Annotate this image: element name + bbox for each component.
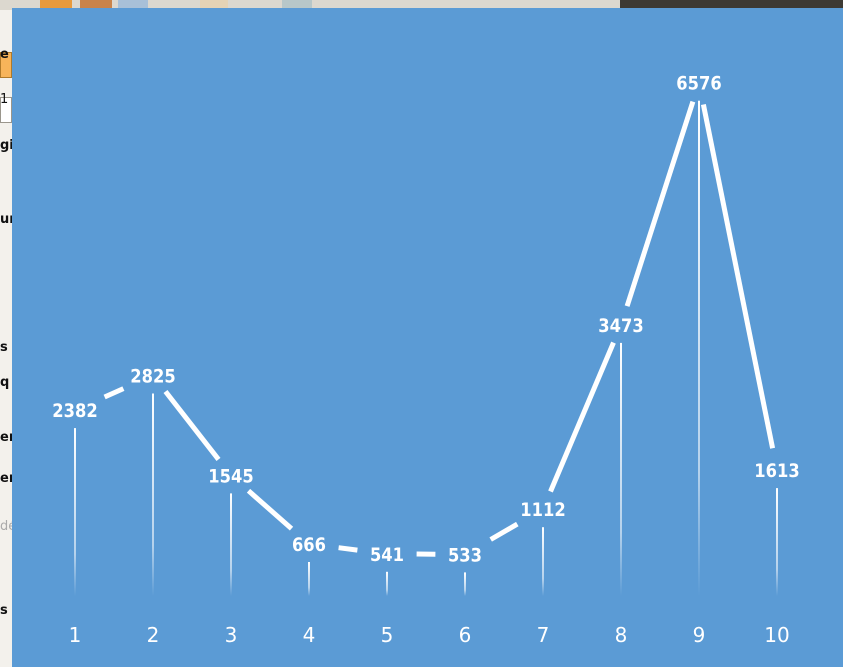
- background-text-fragment: q: [0, 375, 10, 390]
- background-text-fragment: s: [0, 603, 8, 618]
- x-tick-label-1: 1: [69, 623, 82, 647]
- drop-line-1: [74, 428, 76, 596]
- x-tick-label-6: 6: [459, 623, 472, 647]
- background-thumbnail: [80, 0, 112, 10]
- background-text-fragment: s: [0, 340, 8, 355]
- x-tick-label-8: 8: [615, 623, 628, 647]
- background-window-image-strip: [620, 0, 843, 10]
- drop-line-7: [542, 527, 544, 596]
- data-label-3: 1545: [208, 466, 253, 487]
- x-tick-label-3: 3: [225, 623, 238, 647]
- line-segment-9-10: [700, 104, 776, 449]
- drop-line-10: [776, 488, 778, 596]
- x-tick-label-4: 4: [303, 623, 316, 647]
- data-label-9: 6576: [676, 74, 721, 95]
- drop-line-3: [230, 493, 232, 596]
- data-labels: 2382 2825 1545 666 541 533 1112 3473 6576 1613: [52, 74, 799, 567]
- drop-line-9: [698, 100, 700, 596]
- drop-line-6: [464, 572, 466, 596]
- line-segment-7-8: [548, 341, 616, 493]
- background-tab: [0, 52, 12, 78]
- data-label-2: 2825: [130, 366, 175, 387]
- drop-line-4: [308, 562, 310, 596]
- x-tick-label-9: 9: [693, 623, 706, 647]
- background-input: [0, 97, 12, 123]
- data-label-4: 666: [292, 535, 326, 556]
- drop-line-5: [386, 571, 388, 596]
- background-window-toolbar: [0, 0, 843, 10]
- background-text-fragment: gi: [0, 138, 14, 153]
- line-segment-1-2: [103, 386, 125, 400]
- data-label-1: 2382: [52, 401, 97, 422]
- line-segment-2-3: [163, 389, 221, 461]
- data-label-10: 1613: [754, 461, 799, 482]
- line-segment-6-7: [489, 521, 519, 542]
- series-line: [103, 100, 776, 557]
- data-label-6: 533: [448, 545, 482, 566]
- drop-line-8: [620, 342, 622, 596]
- data-label-8: 3473: [598, 316, 643, 337]
- background-text-fragment: 1: [0, 92, 9, 107]
- data-label-5: 541: [370, 545, 404, 566]
- x-axis-tick-labels: 1 2 3 4 5 6 7 8 9 10: [69, 623, 790, 647]
- line-segment-8-9: [624, 100, 696, 307]
- x-tick-label-5: 5: [381, 623, 394, 647]
- line-segment-3-4: [246, 488, 294, 531]
- background-thumbnail: [118, 0, 148, 10]
- background-text-fragment: er: [0, 430, 16, 445]
- line-segment-4-5: [338, 545, 358, 553]
- background-thumbnail: [40, 0, 72, 10]
- background-text-fragment: e: [0, 47, 9, 62]
- chart-canvas: 2382 2825 1545 666 541 533 1112 3473 6576 1613 1 2…: [52, 74, 799, 647]
- data-label-7: 1112: [520, 500, 565, 521]
- x-tick-label-7: 7: [537, 623, 550, 647]
- background-thumbnail: [200, 0, 228, 10]
- x-tick-label-10: 10: [764, 623, 789, 647]
- background-text-fragment: ur: [0, 212, 16, 227]
- line-chart: 2382 2825 1545 666 541 533 1112 3473 6576 1613 1 2…: [12, 8, 843, 667]
- drop-lines: [74, 100, 778, 596]
- background-thumbnail: [282, 0, 312, 10]
- x-tick-label-2: 2: [147, 623, 160, 647]
- drop-line-2: [152, 393, 154, 596]
